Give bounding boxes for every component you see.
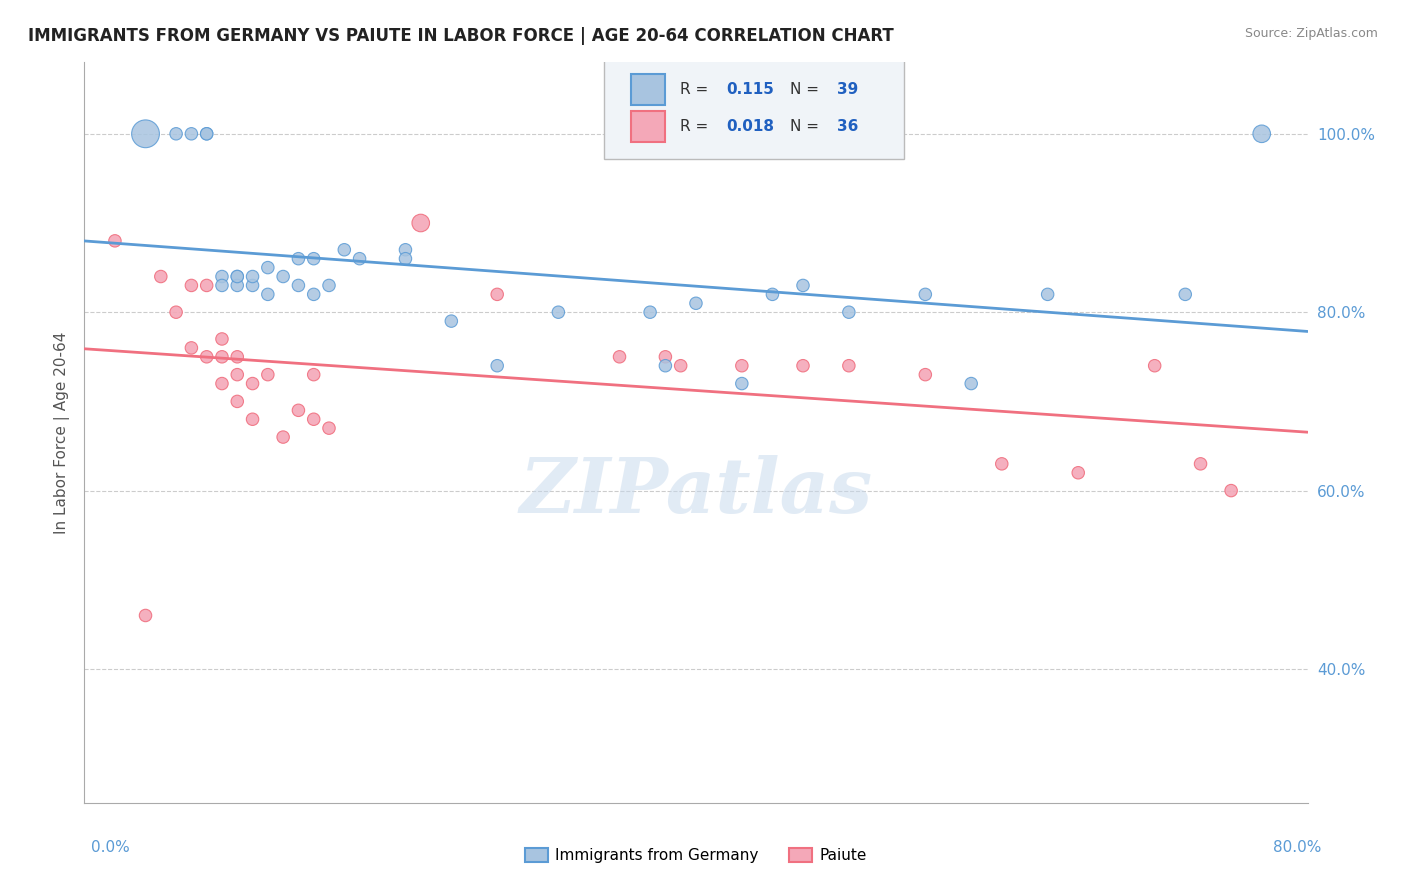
Point <box>226 368 249 382</box>
Point <box>165 305 187 319</box>
Point <box>1220 483 1243 498</box>
Point <box>211 376 233 391</box>
Point <box>180 278 202 293</box>
Text: N =: N = <box>790 120 824 135</box>
Point <box>685 296 707 310</box>
Point <box>211 332 233 346</box>
Point <box>1174 287 1197 301</box>
Point <box>349 252 371 266</box>
Point <box>211 278 233 293</box>
Point <box>1189 457 1212 471</box>
Y-axis label: In Labor Force | Age 20-64: In Labor Force | Age 20-64 <box>55 332 70 533</box>
FancyBboxPatch shape <box>631 112 665 143</box>
Text: ZIPatlas: ZIPatlas <box>519 455 873 529</box>
Point <box>242 376 264 391</box>
Point <box>318 278 340 293</box>
Text: 0.018: 0.018 <box>727 120 775 135</box>
Point <box>180 127 202 141</box>
Point <box>609 350 631 364</box>
Point <box>135 127 157 141</box>
Point <box>1250 127 1272 141</box>
Point <box>792 278 814 293</box>
Point <box>226 350 249 364</box>
Point <box>149 269 172 284</box>
Point <box>731 376 754 391</box>
Point <box>302 412 325 426</box>
Point <box>1036 287 1059 301</box>
Point <box>211 350 233 364</box>
Point <box>960 376 983 391</box>
Point <box>302 287 325 301</box>
Point <box>302 252 325 266</box>
Point <box>333 243 356 257</box>
Point <box>271 430 294 444</box>
Text: 0.0%: 0.0% <box>91 840 131 855</box>
FancyBboxPatch shape <box>631 74 665 105</box>
Point <box>394 252 416 266</box>
Point <box>195 350 218 364</box>
Text: IMMIGRANTS FROM GERMANY VS PAIUTE IN LABOR FORCE | AGE 20-64 CORRELATION CHART: IMMIGRANTS FROM GERMANY VS PAIUTE IN LAB… <box>28 27 894 45</box>
Point <box>914 287 936 301</box>
Point <box>287 278 309 293</box>
Point <box>257 368 280 382</box>
Point <box>211 269 233 284</box>
Point <box>654 350 676 364</box>
Text: R =: R = <box>681 82 713 97</box>
Point <box>104 234 127 248</box>
Point <box>195 127 218 141</box>
Legend: Immigrants from Germany, Paiute: Immigrants from Germany, Paiute <box>519 842 873 869</box>
Point <box>195 127 218 141</box>
Point <box>165 127 187 141</box>
Point <box>135 608 157 623</box>
Text: R =: R = <box>681 120 713 135</box>
Point <box>226 269 249 284</box>
Point <box>486 287 509 301</box>
Point <box>318 421 340 435</box>
Point <box>242 278 264 293</box>
Point <box>394 243 416 257</box>
Point <box>838 359 860 373</box>
Point <box>547 305 569 319</box>
Point <box>731 359 754 373</box>
Text: 0.115: 0.115 <box>727 82 775 97</box>
Point <box>914 368 936 382</box>
Point <box>1143 359 1166 373</box>
Text: N =: N = <box>790 82 824 97</box>
Point <box>195 278 218 293</box>
Point <box>440 314 463 328</box>
Point <box>287 252 309 266</box>
Point <box>654 359 676 373</box>
Text: 80.0%: 80.0% <box>1274 840 1322 855</box>
Point <box>792 359 814 373</box>
Point <box>486 359 509 373</box>
FancyBboxPatch shape <box>605 59 904 159</box>
Point <box>669 359 692 373</box>
Point <box>1067 466 1090 480</box>
Point <box>242 412 264 426</box>
Point <box>257 287 280 301</box>
Point <box>409 216 432 230</box>
Text: 36: 36 <box>837 120 858 135</box>
Point <box>271 269 294 284</box>
Point <box>287 403 309 417</box>
Point <box>226 269 249 284</box>
Point <box>257 260 280 275</box>
Point <box>180 341 202 355</box>
Point <box>302 368 325 382</box>
Text: 39: 39 <box>837 82 858 97</box>
Point <box>991 457 1014 471</box>
Text: Source: ZipAtlas.com: Source: ZipAtlas.com <box>1244 27 1378 40</box>
Point <box>242 269 264 284</box>
Point <box>226 394 249 409</box>
Point <box>761 287 783 301</box>
Point <box>638 305 661 319</box>
Point <box>838 305 860 319</box>
Point <box>226 278 249 293</box>
